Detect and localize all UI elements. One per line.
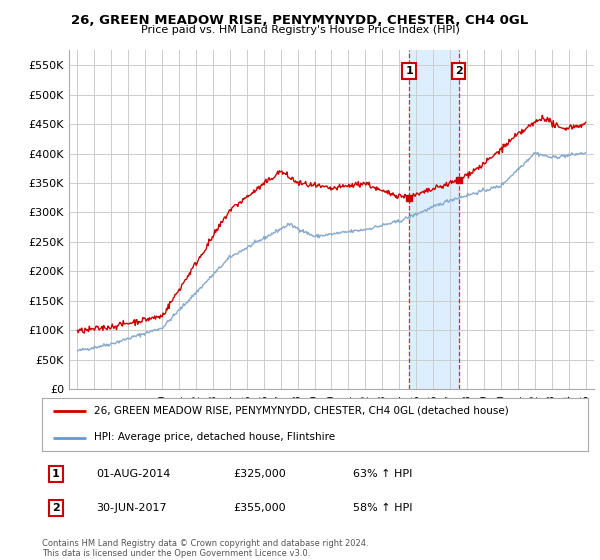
Text: Contains HM Land Registry data © Crown copyright and database right 2024.
This d: Contains HM Land Registry data © Crown c…	[42, 539, 368, 558]
Text: 26, GREEN MEADOW RISE, PENYMYNYDD, CHESTER, CH4 0GL: 26, GREEN MEADOW RISE, PENYMYNYDD, CHEST…	[71, 14, 529, 27]
Text: £325,000: £325,000	[233, 469, 286, 479]
Text: 26, GREEN MEADOW RISE, PENYMYNYDD, CHESTER, CH4 0GL (detached house): 26, GREEN MEADOW RISE, PENYMYNYDD, CHEST…	[94, 406, 509, 416]
Text: 2: 2	[455, 66, 463, 76]
Text: Price paid vs. HM Land Registry's House Price Index (HPI): Price paid vs. HM Land Registry's House …	[140, 25, 460, 35]
Text: 30-JUN-2017: 30-JUN-2017	[97, 503, 167, 514]
Text: 1: 1	[405, 66, 413, 76]
Text: 58% ↑ HPI: 58% ↑ HPI	[353, 503, 413, 514]
Text: 01-AUG-2014: 01-AUG-2014	[97, 469, 171, 479]
Bar	[409, 50, 458, 389]
Text: 1: 1	[52, 469, 59, 479]
Text: 2: 2	[52, 503, 59, 514]
Text: HPI: Average price, detached house, Flintshire: HPI: Average price, detached house, Flin…	[94, 432, 335, 442]
Text: 63% ↑ HPI: 63% ↑ HPI	[353, 469, 413, 479]
Text: £355,000: £355,000	[233, 503, 286, 514]
